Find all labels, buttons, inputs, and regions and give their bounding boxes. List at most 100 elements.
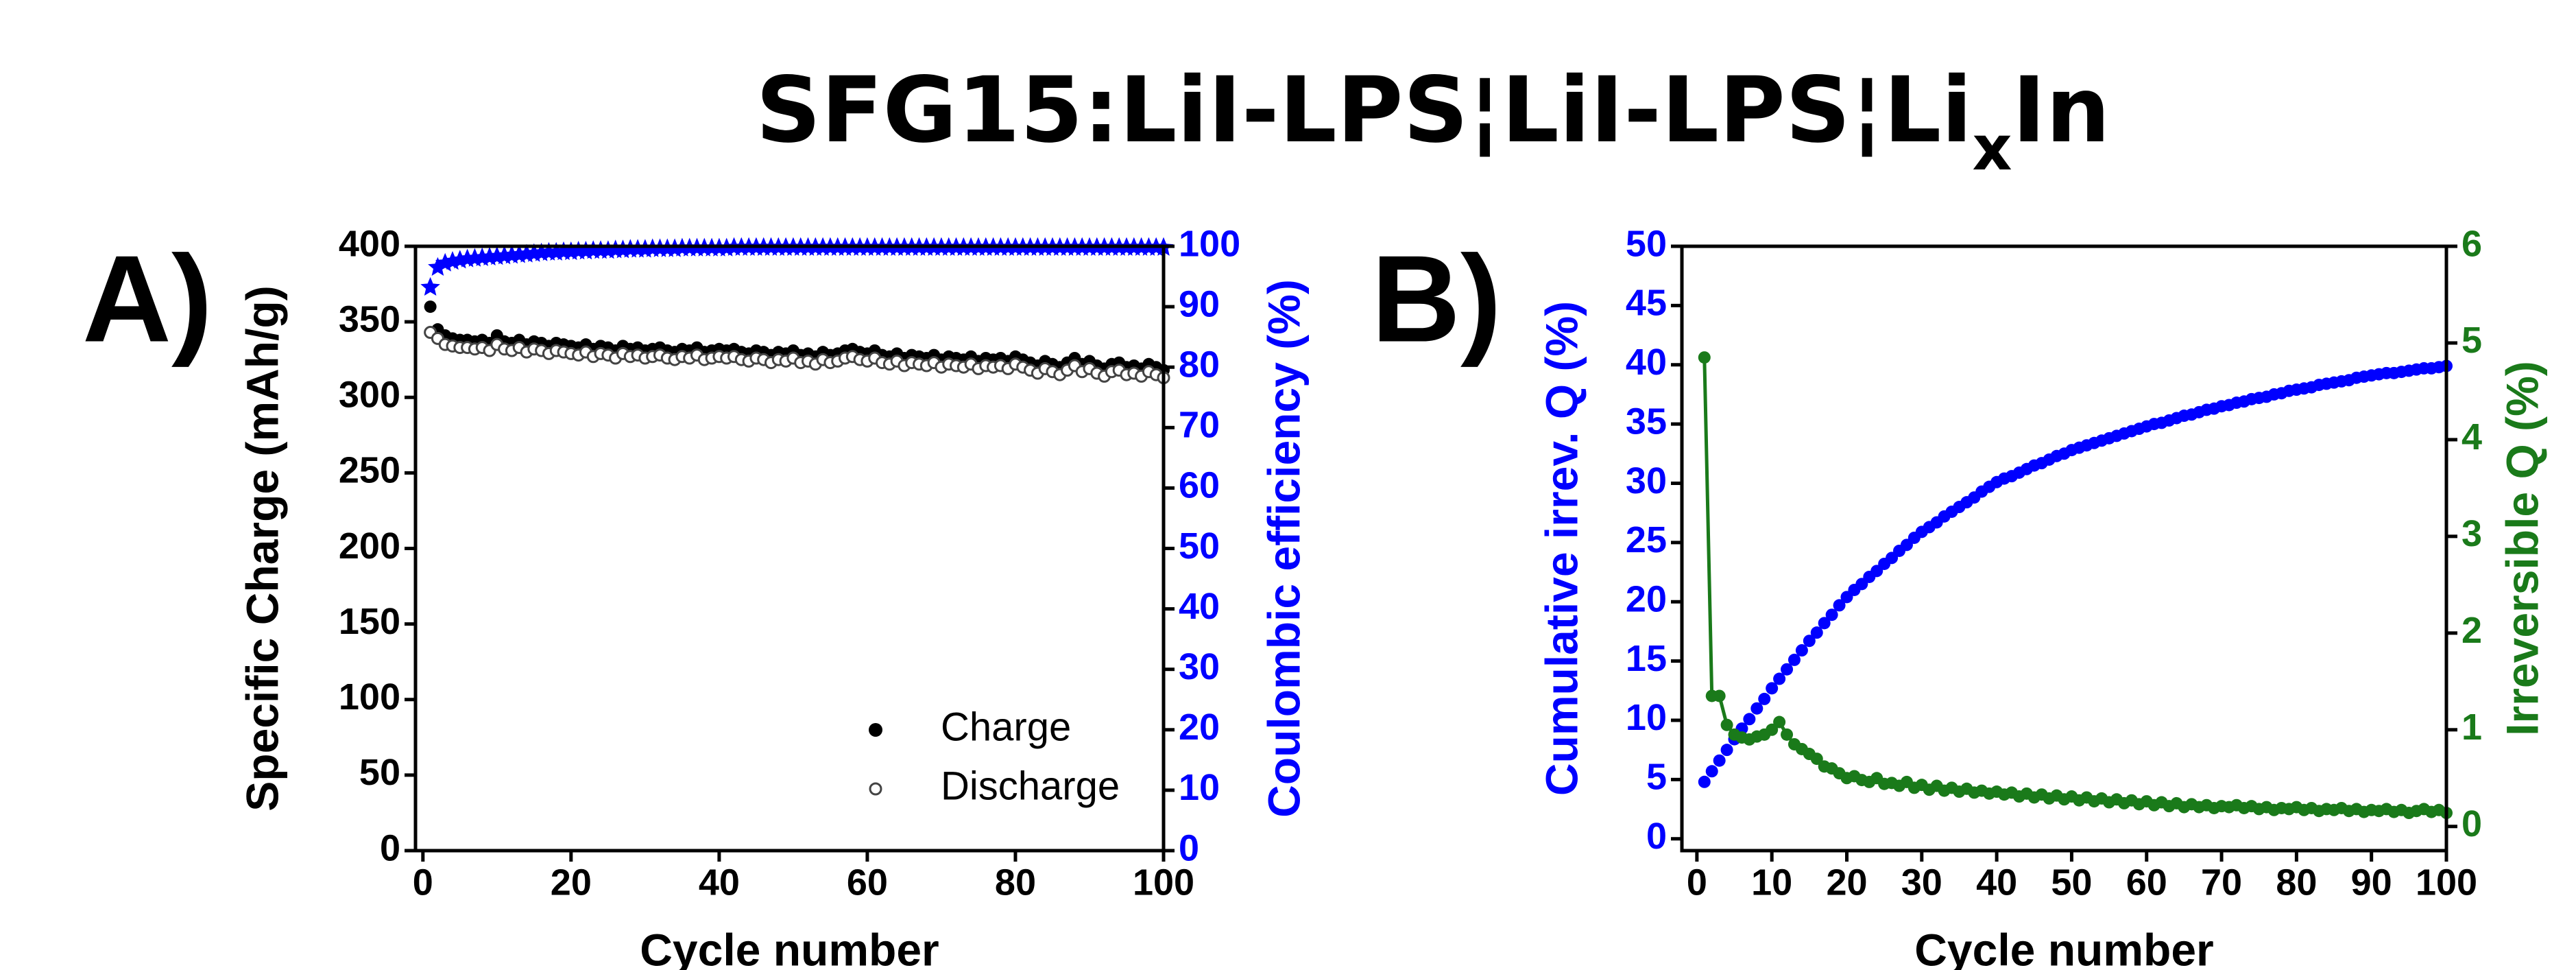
x-tick-label: 100 bbox=[2416, 862, 2477, 903]
point bbox=[1698, 775, 1711, 788]
y-tick-label: 50 bbox=[359, 752, 400, 793]
y2-tick-label: 60 bbox=[1179, 465, 1220, 506]
legend-label: Discharge bbox=[941, 764, 1120, 808]
y-tick-label: 40 bbox=[1626, 342, 1667, 383]
y2-tick-label: 30 bbox=[1179, 646, 1220, 687]
y-axis-label: Specific Charge (mAh/g) bbox=[237, 285, 287, 811]
x-tick-label: 80 bbox=[2276, 862, 2317, 903]
x-tick-label: 100 bbox=[1133, 862, 1194, 903]
star-point bbox=[494, 246, 514, 265]
point bbox=[1833, 599, 1846, 612]
x-tick-label: 40 bbox=[1976, 862, 2017, 903]
y2-tick-label: 40 bbox=[1179, 586, 1220, 627]
y-tick-label: 100 bbox=[339, 676, 400, 718]
y2-tick-label: 90 bbox=[1179, 283, 1220, 324]
y-tick-label: 5 bbox=[1646, 757, 1667, 798]
x-tick-label: 20 bbox=[1826, 862, 1867, 903]
y2-tick-label: 4 bbox=[2461, 416, 2482, 458]
x-tick-label: 20 bbox=[551, 862, 592, 903]
y-tick-label: 15 bbox=[1626, 638, 1667, 679]
y2-axis-label: Irreversible Q (%) bbox=[2496, 361, 2547, 736]
y-tick-label: 200 bbox=[339, 525, 400, 567]
figure-title: SFG15:LiI-LPS¦LiI-LPS¦LixIn bbox=[756, 58, 2110, 185]
point bbox=[1743, 713, 1756, 726]
point bbox=[1750, 702, 1764, 715]
y2-tick-label: 0 bbox=[1179, 827, 1199, 868]
title-subscript: x bbox=[1973, 113, 2012, 185]
point bbox=[1773, 715, 1786, 729]
y-tick-label: 50 bbox=[1626, 223, 1667, 264]
x-tick-label: 10 bbox=[1751, 862, 1792, 903]
y2-axis-label: Coulombic efficiency (%) bbox=[1258, 279, 1309, 818]
x-tick-label: 50 bbox=[2051, 862, 2092, 903]
y2-tick-label: 3 bbox=[2461, 513, 2482, 554]
point bbox=[1766, 723, 1779, 736]
y-tick-label: 35 bbox=[1626, 401, 1667, 442]
point bbox=[1720, 744, 1733, 757]
y2-tick-label: 70 bbox=[1179, 405, 1220, 446]
point bbox=[1713, 689, 1726, 702]
y2-tick-label: 2 bbox=[2461, 610, 2482, 651]
y2-tick-label: 6 bbox=[2461, 223, 2482, 264]
y-tick-label: 350 bbox=[339, 298, 400, 340]
x-tick-label: 30 bbox=[1901, 862, 1942, 903]
point bbox=[1705, 765, 1718, 778]
y2-tick-label: 1 bbox=[2461, 707, 2482, 748]
x-axis-label: Cycle number bbox=[640, 924, 939, 970]
y2-tick-label: 20 bbox=[1179, 707, 1220, 748]
x-axis-label: Cycle number bbox=[1914, 924, 2213, 970]
x-tick-label: 0 bbox=[1687, 862, 1707, 903]
y2-tick-label: 0 bbox=[2461, 803, 2482, 844]
y-tick-label: 25 bbox=[1626, 519, 1667, 560]
series-line bbox=[1702, 357, 2447, 815]
point bbox=[1781, 728, 1794, 741]
legend-label: Charge bbox=[941, 705, 1071, 749]
y-axis-label: Cumulative irrev. Q (%) bbox=[1536, 301, 1587, 796]
point bbox=[1787, 653, 1801, 666]
point bbox=[1720, 718, 1733, 731]
y-tick-label: 20 bbox=[1626, 579, 1667, 620]
x-tick-label: 90 bbox=[2351, 862, 2392, 903]
point bbox=[1818, 617, 1831, 630]
point bbox=[1803, 635, 1816, 648]
x-tick-label: 60 bbox=[2126, 862, 2167, 903]
axis-frame bbox=[1680, 244, 2448, 853]
x-tick-label: 40 bbox=[699, 862, 740, 903]
star-point bbox=[428, 257, 448, 276]
point bbox=[1781, 663, 1794, 676]
point bbox=[1795, 644, 1808, 657]
y-tick-label: 400 bbox=[339, 223, 400, 264]
point bbox=[1825, 608, 1838, 622]
axis-frame bbox=[413, 244, 1166, 853]
x-tick-label: 60 bbox=[847, 862, 888, 903]
x-tick-label: 80 bbox=[995, 862, 1036, 903]
panel-label: A) bbox=[82, 230, 213, 368]
y2-tick-label: 5 bbox=[2461, 320, 2482, 361]
point bbox=[1758, 692, 1771, 705]
x-tick-label: 70 bbox=[2201, 862, 2242, 903]
point bbox=[1773, 672, 1786, 685]
y-tick-label: 10 bbox=[1626, 697, 1667, 738]
title-part: SFG15:LiI-LPS¦LiI-LPS¦Li bbox=[756, 58, 1972, 163]
legend-marker bbox=[869, 723, 882, 737]
y2-tick-label: 100 bbox=[1179, 223, 1240, 264]
star-point bbox=[487, 246, 507, 265]
x-tick-label: 0 bbox=[413, 862, 433, 903]
y-tick-label: 250 bbox=[339, 450, 400, 491]
y-tick-label: 45 bbox=[1626, 283, 1667, 324]
star-point bbox=[420, 276, 440, 296]
point bbox=[1713, 754, 1726, 767]
point bbox=[1698, 351, 1711, 364]
legend-marker bbox=[869, 782, 882, 796]
y-tick-label: 0 bbox=[1646, 816, 1667, 857]
title-part: In bbox=[2012, 58, 2110, 163]
point bbox=[1766, 682, 1779, 695]
point bbox=[424, 300, 437, 314]
y-tick-label: 30 bbox=[1626, 460, 1667, 501]
y-tick-label: 150 bbox=[339, 601, 400, 642]
point bbox=[1810, 753, 1823, 766]
y2-tick-label: 10 bbox=[1179, 767, 1220, 808]
panel-label: B) bbox=[1371, 230, 1502, 368]
